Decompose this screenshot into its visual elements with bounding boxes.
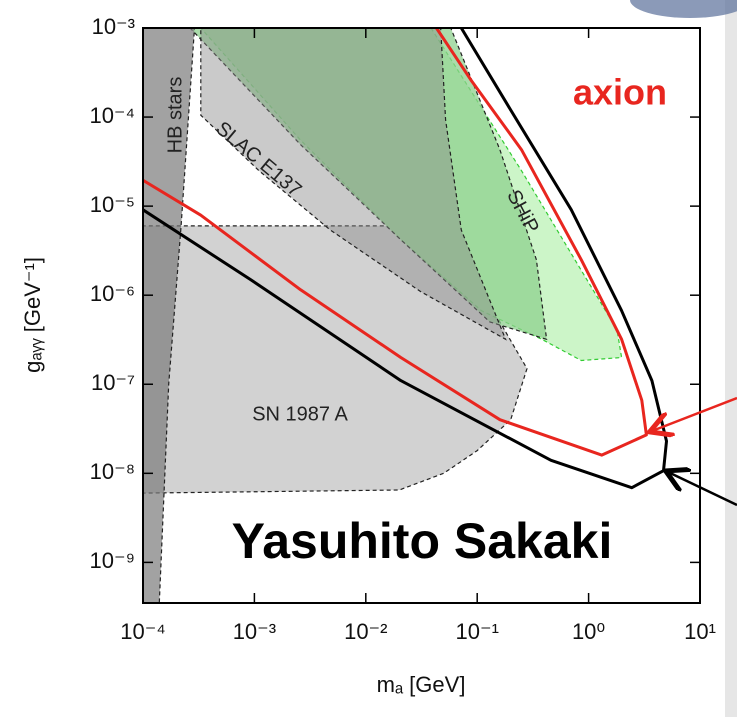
sn-label: SN 1987 A: [252, 403, 348, 425]
x-axis-label: mₐ [GeV]: [377, 672, 466, 697]
x-tick-label: 10⁰: [572, 619, 605, 644]
author-label: Yasuhito Sakaki: [232, 513, 613, 569]
x-tick-label: 10⁻³: [233, 619, 276, 644]
y-tick-label: 10⁻⁴: [89, 103, 135, 128]
hb-label: HB stars: [164, 77, 186, 154]
y-tick-label: 10⁻³: [92, 14, 135, 39]
slide-edge: [725, 0, 737, 717]
x-tick-label: 10¹: [684, 619, 716, 644]
y-tick-label: 10⁻⁹: [89, 548, 135, 573]
x-tick-label: 10⁻²: [344, 619, 387, 644]
y-axis-label: gₐᵧᵧ [GeV⁻¹]: [20, 257, 45, 373]
x-tick-label: 10⁻¹: [455, 619, 498, 644]
y-tick-label: 10⁻⁸: [90, 459, 135, 484]
page: {"chart_data": { "type": "line", "xscale…: [0, 0, 737, 717]
y-tick-label: 10⁻⁵: [90, 192, 135, 217]
axion-label: axion: [573, 72, 667, 113]
y-tick-label: 10⁻⁷: [91, 370, 135, 395]
y-tick-label: 10⁻⁶: [90, 281, 135, 306]
header-image: [630, 0, 737, 18]
x-tick-label: 10⁻⁴: [120, 619, 166, 644]
chart: 10⁻⁴ 10⁻³ 10⁻² 10⁻¹ 10⁰ 10¹ 10⁻⁹ 10⁻⁸ 10⁻⁷ 10⁻⁶ 10…: [0, 0, 737, 717]
red-arrow: [652, 398, 737, 431]
